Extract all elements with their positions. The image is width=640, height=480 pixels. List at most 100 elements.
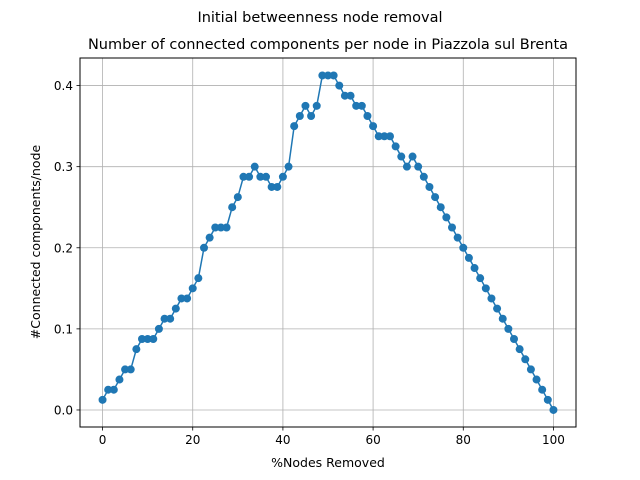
data-point bbox=[425, 182, 434, 191]
data-point bbox=[256, 172, 265, 181]
data-point bbox=[143, 335, 152, 344]
data-point bbox=[228, 203, 237, 212]
x-tick-label: 0 bbox=[99, 433, 107, 447]
data-point bbox=[402, 162, 411, 171]
data-point bbox=[386, 132, 394, 141]
data-point bbox=[476, 274, 485, 283]
data-point bbox=[126, 365, 135, 374]
data-point bbox=[498, 314, 507, 323]
data-point bbox=[273, 182, 282, 191]
data-point bbox=[481, 284, 490, 293]
grid bbox=[80, 58, 576, 427]
data-point bbox=[346, 91, 355, 100]
y-tick-label: 0.3 bbox=[54, 160, 73, 174]
data-point bbox=[453, 233, 462, 242]
data-point bbox=[329, 71, 338, 80]
y-tick-label: 0.0 bbox=[54, 403, 73, 417]
data-point bbox=[216, 223, 225, 232]
data-point bbox=[250, 162, 259, 171]
data-point bbox=[284, 162, 293, 171]
data-point bbox=[278, 172, 287, 181]
data-point bbox=[312, 101, 321, 110]
data-point bbox=[188, 284, 197, 293]
data-point bbox=[290, 122, 299, 131]
data-point bbox=[149, 335, 158, 344]
data-point bbox=[448, 223, 456, 232]
data-point bbox=[301, 101, 310, 110]
data-point bbox=[262, 172, 270, 181]
x-tick-label: 100 bbox=[542, 433, 565, 447]
y-tick-label: 0.4 bbox=[54, 79, 73, 93]
data-point bbox=[340, 91, 349, 100]
data-point bbox=[357, 101, 366, 110]
data-point bbox=[493, 304, 502, 313]
plot-frame bbox=[79, 57, 577, 428]
data-point bbox=[487, 294, 496, 303]
y-axis-label: #Connected components/node bbox=[28, 145, 43, 340]
data-point bbox=[369, 122, 378, 131]
data-point bbox=[363, 111, 372, 120]
data-point bbox=[194, 274, 203, 283]
data-point bbox=[267, 182, 276, 191]
data-point bbox=[391, 142, 400, 151]
data-point bbox=[538, 385, 547, 394]
data-point bbox=[464, 253, 473, 262]
data-point bbox=[459, 243, 468, 252]
data-point bbox=[239, 172, 248, 181]
y-tick-label: 0.2 bbox=[54, 241, 73, 255]
data-point bbox=[504, 324, 513, 333]
data-point bbox=[318, 71, 327, 80]
y-tick-label: 0.1 bbox=[54, 322, 73, 336]
data-point bbox=[245, 172, 254, 181]
data-point bbox=[211, 223, 220, 232]
data-point bbox=[295, 111, 304, 120]
y-axis-ticks: 0.0 0.1 0.2 0.3 0.4 bbox=[54, 79, 80, 417]
data-point bbox=[521, 355, 530, 364]
data-point bbox=[526, 365, 535, 374]
data-point bbox=[183, 294, 192, 303]
data-point bbox=[160, 314, 169, 323]
data-point bbox=[138, 335, 146, 344]
data-point bbox=[200, 243, 208, 252]
data-point bbox=[549, 405, 558, 414]
data-point bbox=[374, 132, 383, 141]
data-point bbox=[397, 152, 406, 161]
x-axis-ticks: 0 20 40 60 80 100 bbox=[99, 427, 565, 447]
data-point bbox=[431, 193, 440, 202]
data-point bbox=[510, 335, 518, 344]
x-tick-label: 40 bbox=[275, 433, 290, 447]
data-point bbox=[352, 101, 361, 110]
data-point bbox=[98, 395, 107, 404]
data-point bbox=[532, 375, 541, 384]
data-point bbox=[543, 395, 552, 404]
data-point bbox=[380, 132, 389, 141]
x-tick-label: 20 bbox=[185, 433, 200, 447]
data-point bbox=[335, 81, 344, 90]
data-point bbox=[177, 294, 186, 303]
data-point bbox=[132, 345, 141, 354]
data-point bbox=[419, 172, 428, 181]
chart-title: Number of connected components per node … bbox=[88, 37, 568, 53]
data-point bbox=[205, 233, 214, 242]
data-point bbox=[171, 304, 180, 313]
data-point bbox=[154, 324, 163, 333]
data-point bbox=[442, 213, 451, 222]
data-point bbox=[166, 314, 175, 323]
data-point bbox=[307, 111, 316, 120]
data-point bbox=[233, 193, 242, 202]
data-point bbox=[222, 223, 231, 232]
data-point bbox=[436, 203, 445, 212]
data-point bbox=[324, 71, 332, 80]
data-point bbox=[408, 152, 417, 161]
data-point bbox=[470, 264, 479, 273]
data-point bbox=[109, 385, 118, 394]
x-axis-label: %Nodes Removed bbox=[271, 455, 385, 470]
data-point bbox=[115, 375, 124, 384]
data-point bbox=[104, 385, 113, 394]
data-point bbox=[414, 162, 423, 171]
data-point bbox=[121, 365, 130, 374]
chart-suptitle: Initial betweenness node removal bbox=[197, 10, 442, 26]
x-tick-label: 80 bbox=[456, 433, 471, 447]
